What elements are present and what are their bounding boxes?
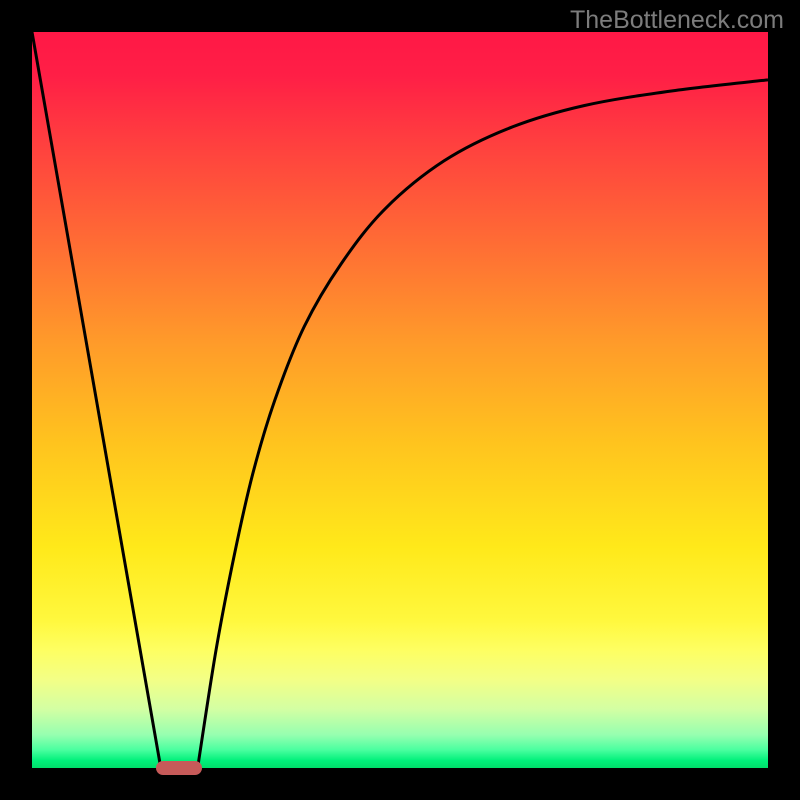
chart-stage: TheBottleneck.com [0, 0, 800, 800]
plot-area [32, 32, 768, 768]
bottleneck-marker [156, 761, 202, 776]
right-curve-path [198, 80, 768, 768]
left-line-path [32, 32, 161, 768]
curves-svg [32, 32, 768, 768]
watermark-text: TheBottleneck.com [570, 6, 784, 35]
